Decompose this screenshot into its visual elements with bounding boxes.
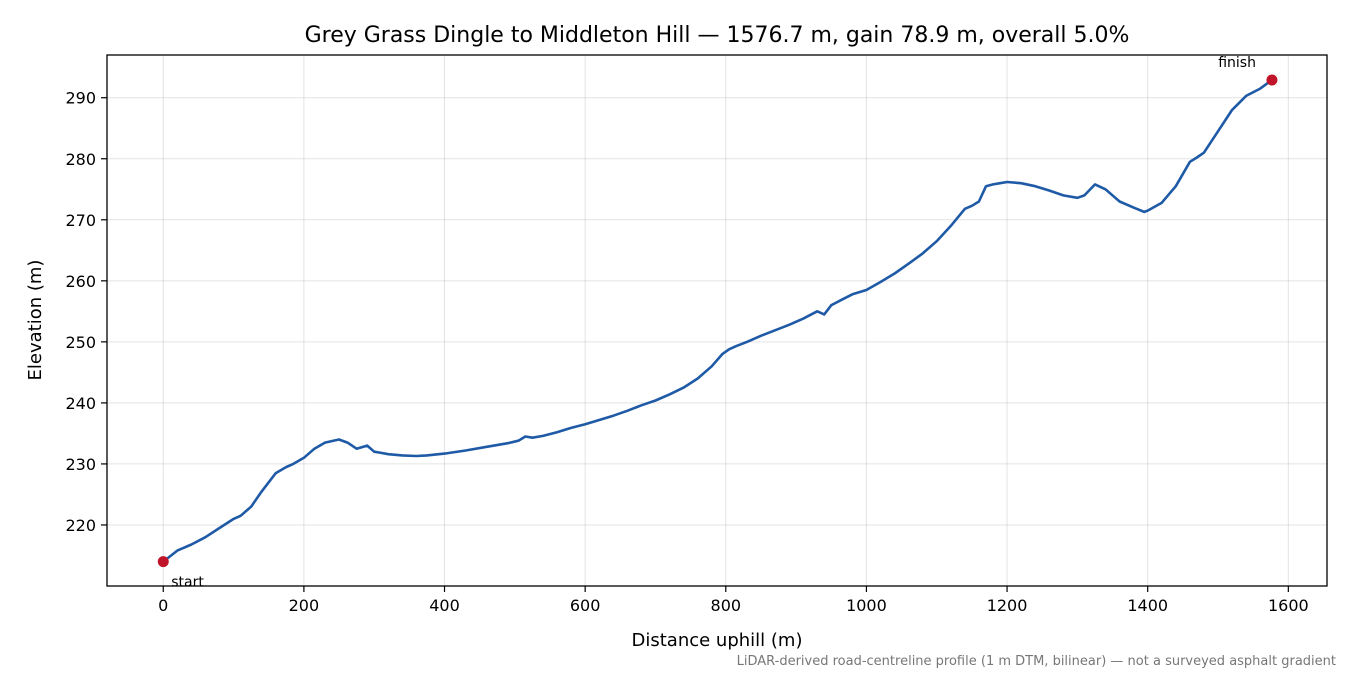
y-tick-label: 230 (65, 455, 96, 474)
y-tick-label: 260 (65, 272, 96, 291)
x-tick-label: 600 (570, 596, 601, 615)
y-tick-label: 280 (65, 150, 96, 169)
series-layer: start finish (157, 55, 1278, 591)
y-tick-label: 290 (65, 89, 96, 108)
footnote: LiDAR-derived road-centreline profile (1… (737, 654, 1336, 669)
x-tick-label: 1000 (846, 596, 887, 615)
start-label: start (171, 575, 204, 591)
y-tick-label: 270 (65, 211, 96, 230)
start-marker (157, 556, 169, 568)
y-axis-title: Elevation (m) (25, 260, 46, 381)
x-tick-label: 400 (429, 596, 460, 615)
x-tick-label: 1600 (1268, 596, 1309, 615)
elevation-profile-line (162, 78, 1274, 563)
x-tick-label: 1400 (1127, 596, 1168, 615)
x-tick-label: 800 (711, 596, 742, 615)
x-tick-label: 200 (289, 596, 320, 615)
x-tick-label: 0 (158, 596, 168, 615)
chart-title: Grey Grass Dingle to Middleton Hill — 15… (305, 23, 1130, 48)
x-tick-label: 1200 (987, 596, 1028, 615)
plot-frame (106, 54, 1328, 587)
y-tick-label: 250 (65, 333, 96, 352)
x-axis-title: Distance uphill (m) (632, 630, 803, 651)
y-tick-label: 240 (65, 394, 96, 413)
finish-label: finish (1218, 55, 1256, 71)
grid-layer (107, 55, 1327, 586)
finish-marker (1266, 74, 1278, 86)
y-tick-label: 220 (65, 516, 96, 535)
tick-layer: 0 200 400 600 800 1000 1200 1400 1600 220 230 240 25… (65, 89, 1308, 615)
